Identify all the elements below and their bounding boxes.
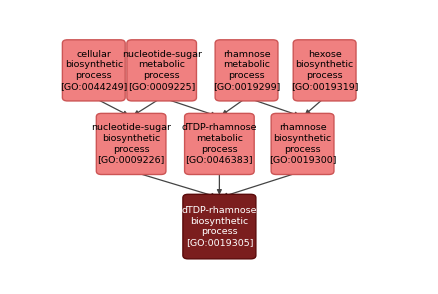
Text: dTDP-rhamnose
biosynthetic
process
[GO:0019305]: dTDP-rhamnose biosynthetic process [GO:0… — [182, 206, 257, 247]
Text: nucleotide-sugar
biosynthetic
process
[GO:0009226]: nucleotide-sugar biosynthetic process [G… — [91, 123, 171, 165]
Text: rhamnose
biosynthetic
process
[GO:0019300]: rhamnose biosynthetic process [GO:001930… — [269, 123, 336, 165]
FancyBboxPatch shape — [271, 113, 334, 175]
FancyBboxPatch shape — [127, 40, 197, 101]
Text: cellular
biosynthetic
process
[GO:0044249]: cellular biosynthetic process [GO:004424… — [60, 50, 127, 91]
Text: dTDP-rhamnose
metabolic
process
[GO:0046383]: dTDP-rhamnose metabolic process [GO:0046… — [182, 123, 257, 165]
FancyBboxPatch shape — [183, 194, 256, 259]
Text: rhamnose
metabolic
process
[GO:0019299]: rhamnose metabolic process [GO:0019299] — [213, 50, 280, 91]
FancyBboxPatch shape — [215, 40, 278, 101]
FancyBboxPatch shape — [96, 113, 166, 175]
FancyBboxPatch shape — [62, 40, 125, 101]
FancyBboxPatch shape — [184, 113, 254, 175]
Text: nucleotide-sugar
metabolic
process
[GO:0009225]: nucleotide-sugar metabolic process [GO:0… — [122, 50, 201, 91]
Text: hexose
biosynthetic
process
[GO:0019319]: hexose biosynthetic process [GO:0019319] — [291, 50, 358, 91]
FancyBboxPatch shape — [293, 40, 356, 101]
